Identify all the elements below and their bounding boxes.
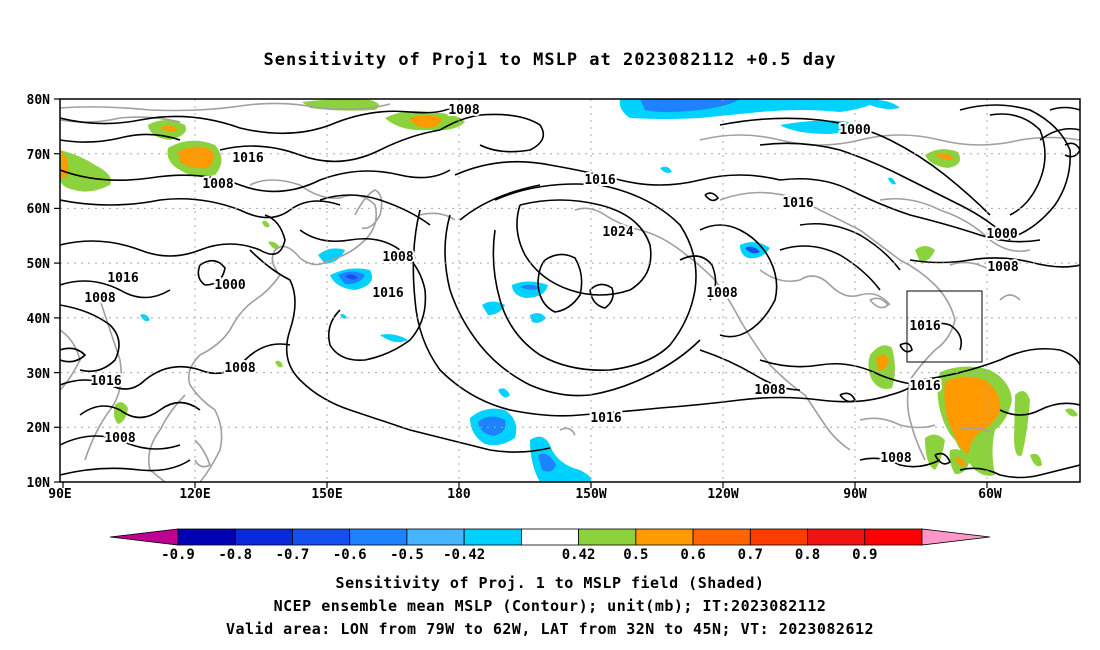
contour-label: 1016 xyxy=(909,319,940,334)
contour-label: 1016 xyxy=(782,196,813,211)
colorbar-tick-label: 0.42 xyxy=(562,547,596,563)
colorbar-tick-label: -0.9 xyxy=(161,547,195,563)
colorbar-swatch xyxy=(749,528,808,546)
contour-label: 1008 xyxy=(224,361,255,376)
lat-label-50n: 50N xyxy=(27,257,51,272)
latitude-labels: 80N 70N 60N 50N 40N 30N 20N 10N xyxy=(27,93,51,491)
colorbar-swatch xyxy=(807,528,866,546)
colorbar-tick-label: 0.9 xyxy=(852,547,877,563)
axis-ticks xyxy=(54,98,988,488)
contour-label: 1008 xyxy=(448,103,479,118)
lon-label-120w: 120W xyxy=(707,487,738,502)
colorbar-tick-label: -0.7 xyxy=(276,547,310,563)
lat-label-40n: 40N xyxy=(27,312,51,327)
contour-label: 1016 xyxy=(584,173,615,188)
lon-label-90w: 90W xyxy=(843,487,867,502)
contour-label: 1008 xyxy=(382,250,413,265)
colorbar-swatch xyxy=(177,528,236,546)
lat-label-20n: 20N xyxy=(27,421,51,436)
caption-line-2: NCEP ensemble mean MSLP (Contour); unit(… xyxy=(273,597,827,615)
colorbar-swatch xyxy=(520,528,580,546)
colorbar-right-arrow xyxy=(921,528,991,546)
contour-label: 1016 xyxy=(90,374,121,389)
colorbar-swatch xyxy=(406,528,465,546)
longitude-labels: 90E 120E 150E 180 150W 120W 90W 60W xyxy=(48,487,1002,502)
grid-lines xyxy=(60,99,1080,482)
colorbar-tick-label: 0.8 xyxy=(795,547,820,563)
contour-label: 1024 xyxy=(602,225,633,240)
contour-label: 1000 xyxy=(839,123,870,138)
colorbar-tick-label: -0.42 xyxy=(443,547,485,563)
lon-label-180: 180 xyxy=(447,487,471,502)
map-title: Sensitivity of Proj1 to MSLP at 20230821… xyxy=(263,50,837,70)
lat-label-80n: 80N xyxy=(27,93,51,108)
colorbar xyxy=(109,528,991,546)
valid-area-box xyxy=(906,290,983,363)
contour-label: 1008 xyxy=(987,260,1018,275)
contour-label: 1008 xyxy=(202,177,233,192)
colorbar-labels: -0.9 -0.8 -0.7 -0.6 -0.5 -0.42 0.42 0.5 0.6 0.7 0.… xyxy=(161,547,877,563)
contour-label: 1016 xyxy=(909,379,940,394)
contour-label: 1008 xyxy=(706,286,737,301)
colorbar-swatch xyxy=(692,528,751,546)
colorbar-left-arrow xyxy=(109,528,179,546)
lon-label-150w: 150W xyxy=(575,487,606,502)
lon-label-120e: 120E xyxy=(179,487,210,502)
contour-label: 1008 xyxy=(104,431,135,446)
colorbar-swatch xyxy=(463,528,522,546)
colorbar-tick-label: -0.8 xyxy=(218,547,252,563)
lat-label-30n: 30N xyxy=(27,367,51,382)
caption-line-3: Valid area: LON from 79W to 62W, LAT fro… xyxy=(225,620,875,638)
contour-label: 1016 xyxy=(232,151,263,166)
contour-label: 1000 xyxy=(214,278,245,293)
colorbar-tick-label: 0.7 xyxy=(738,547,763,563)
contour-label: 1016 xyxy=(372,286,403,301)
contour-label: 1016 xyxy=(590,411,621,426)
contour-label: 1008 xyxy=(754,383,785,398)
colorbar-swatch xyxy=(292,528,351,546)
colorbar-swatch xyxy=(578,528,637,546)
contour-label: 1008 xyxy=(880,451,911,466)
colorbar-tick-label: -0.5 xyxy=(390,547,424,563)
lon-label-90e: 90E xyxy=(48,487,71,502)
colorbar-swatch xyxy=(349,528,408,546)
plot-frame xyxy=(59,98,1081,483)
colorbar-swatch xyxy=(864,528,923,546)
colorbar-tick-label: -0.6 xyxy=(333,547,367,563)
lat-label-70n: 70N xyxy=(27,148,51,163)
contour-label: 1016 xyxy=(590,411,621,426)
lat-label-10n: 10N xyxy=(27,476,51,491)
lon-label-60w: 60W xyxy=(978,487,1002,502)
colorbar-tick-label: 0.6 xyxy=(680,547,705,563)
contour-label: 1008 xyxy=(84,291,115,306)
contour-label: 1016 xyxy=(107,271,138,286)
lat-label-60n: 60N xyxy=(27,202,51,217)
caption-line-1: Sensitivity of Proj. 1 to MSLP field (Sh… xyxy=(335,574,765,592)
colorbar-tick-label: 0.5 xyxy=(623,547,648,563)
contour-label: 1000 xyxy=(986,227,1017,242)
lon-label-150e: 150E xyxy=(311,487,342,502)
colorbar-swatch xyxy=(234,528,293,546)
mslp-contours xyxy=(60,104,1080,479)
colorbar-swatch xyxy=(635,528,694,546)
contour-labels: 1008 1016 1008 1016 1000 1008 1016 1008 1008 1016… xyxy=(82,101,1020,468)
